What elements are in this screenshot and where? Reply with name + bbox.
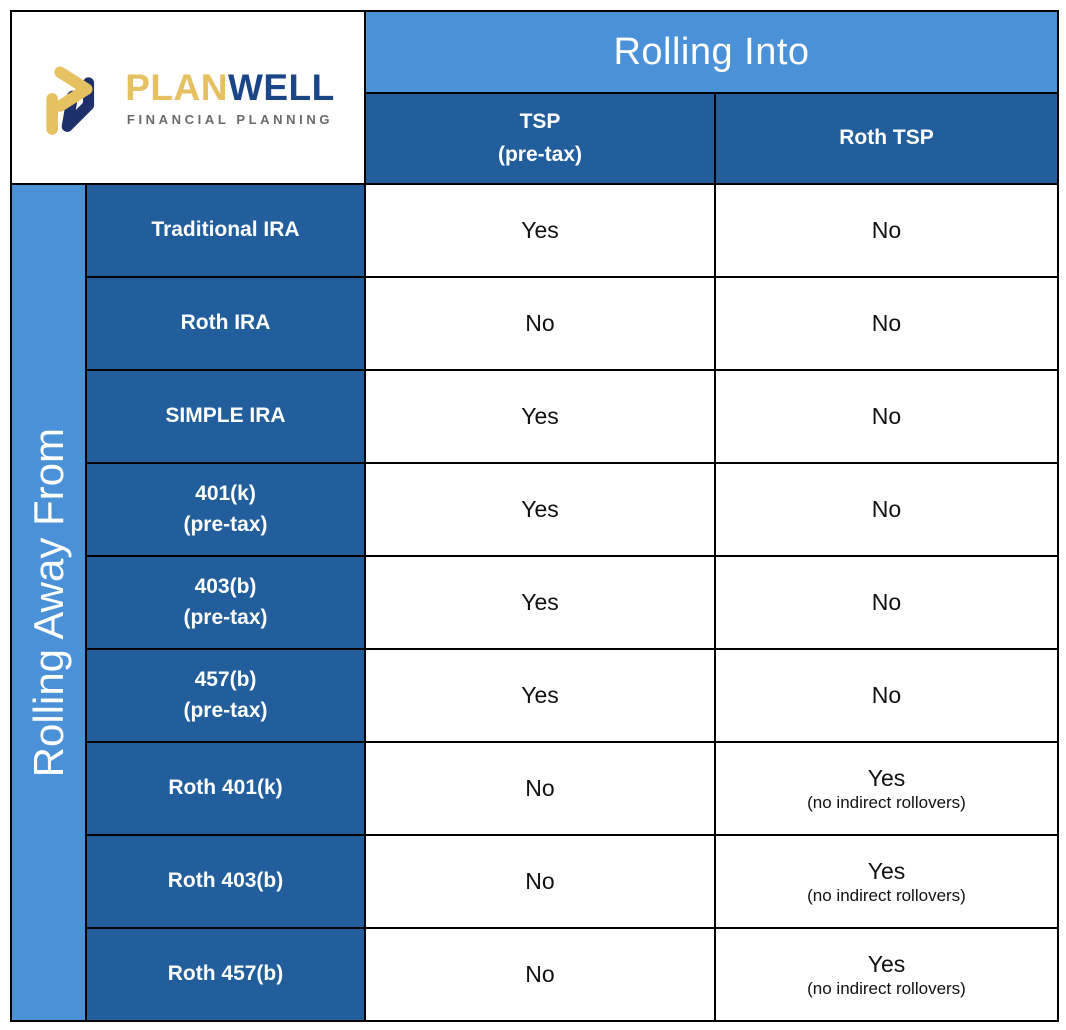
cell-roth-tsp: No — [716, 371, 1057, 462]
cell-value: No — [871, 310, 902, 337]
row-header-label: SIMPLE IRA — [165, 404, 286, 428]
logo-text: PLANWELL FINANCIAL PLANNING — [125, 69, 335, 127]
row-header: Roth IRA — [87, 278, 364, 369]
cell-roth-tsp: No — [716, 185, 1057, 276]
cell-roth-tsp: Yes (no indirect rollovers) — [716, 929, 1057, 1020]
cell-tsp: No — [366, 836, 714, 927]
row-header-sub: (pre-tax) — [183, 512, 268, 536]
cell-tsp: No — [366, 743, 714, 834]
cell-note: (no indirect rollovers) — [807, 979, 966, 999]
row-header: Roth 403(b) — [87, 836, 364, 927]
row-header: 457(b) (pre-tax) — [87, 650, 364, 741]
cell-value: No — [871, 217, 902, 244]
col-header-roth-tsp: Roth TSP — [716, 94, 1057, 183]
logo-word-well: WELL — [227, 66, 335, 108]
cell-roth-tsp: Yes (no indirect rollovers) — [716, 743, 1057, 834]
cell-tsp: Yes — [366, 464, 714, 555]
row-group-header-text: Rolling Away From — [24, 427, 72, 778]
cell-value: No — [525, 961, 555, 988]
cell-tsp: Yes — [366, 650, 714, 741]
tsp-rollover-chart: PLANWELL FINANCIAL PLANNING Rolling Into… — [10, 10, 1059, 1022]
row-header: Roth 401(k) — [87, 743, 364, 834]
row-group-header: Rolling Away From — [12, 185, 85, 1020]
cell-value: No — [871, 682, 902, 709]
logo-word-plan: PLAN — [125, 66, 228, 108]
row-header-label: Traditional IRA — [151, 218, 300, 242]
cell-value: No — [871, 496, 902, 523]
cell-value: Yes — [521, 217, 559, 244]
cell-value: No — [525, 775, 555, 802]
logo-tagline: FINANCIAL PLANNING — [126, 111, 334, 127]
row-header: 403(b) (pre-tax) — [87, 557, 364, 648]
row-header-label: Roth 403(b) — [167, 869, 284, 893]
col-header-tsp-sub: (pre-tax) — [497, 142, 582, 166]
cell-value: Yes — [867, 950, 906, 977]
row-header-label: Roth 401(k) — [168, 776, 283, 800]
cell-value: No — [871, 403, 902, 430]
cell-value: Yes — [521, 403, 559, 430]
cell-note: (no indirect rollovers) — [807, 793, 966, 813]
col-header-roth-tsp-label: Roth TSP — [839, 126, 934, 150]
cell-roth-tsp: No — [716, 278, 1057, 369]
cell-value: Yes — [521, 589, 559, 616]
cell-value: No — [525, 868, 555, 895]
row-header-sub: (pre-tax) — [183, 698, 268, 722]
col-group-header: Rolling Into — [366, 12, 1057, 92]
cell-tsp: Yes — [366, 185, 714, 276]
row-header: Traditional IRA — [87, 185, 364, 276]
col-header-tsp: TSP (pre-tax) — [366, 94, 714, 183]
cell-roth-tsp: No — [716, 557, 1057, 648]
logo-cell: PLANWELL FINANCIAL PLANNING — [12, 12, 364, 183]
cell-note: (no indirect rollovers) — [807, 886, 966, 906]
row-header: 401(k) (pre-tax) — [87, 464, 364, 555]
cell-tsp: Yes — [366, 371, 714, 462]
col-header-tsp-label: TSP — [519, 109, 561, 133]
row-header: SIMPLE IRA — [87, 371, 364, 462]
planwell-logo-icon — [46, 66, 95, 135]
cell-roth-tsp: Yes (no indirect rollovers) — [716, 836, 1057, 927]
cell-value: Yes — [521, 682, 559, 709]
row-header-label: Roth 457(b) — [167, 962, 284, 986]
cell-value: No — [525, 310, 555, 337]
cell-roth-tsp: No — [716, 464, 1057, 555]
cell-value: No — [871, 589, 902, 616]
row-header-label: 403(b) — [194, 575, 257, 599]
cell-tsp: No — [366, 278, 714, 369]
cell-value: Yes — [867, 764, 906, 791]
logo-wordmark: PLANWELL — [125, 69, 335, 106]
row-header-sub: (pre-tax) — [183, 605, 268, 629]
rollover-table: PLANWELL FINANCIAL PLANNING Rolling Into… — [10, 10, 1059, 1022]
cell-value: Yes — [867, 857, 906, 884]
cell-tsp: No — [366, 929, 714, 1020]
row-header-label: 401(k) — [195, 482, 256, 506]
cell-tsp: Yes — [366, 557, 714, 648]
cell-value: Yes — [521, 496, 559, 523]
row-header-label: Roth IRA — [180, 311, 271, 335]
row-header: Roth 457(b) — [87, 929, 364, 1020]
cell-roth-tsp: No — [716, 650, 1057, 741]
row-header-label: 457(b) — [194, 668, 257, 692]
